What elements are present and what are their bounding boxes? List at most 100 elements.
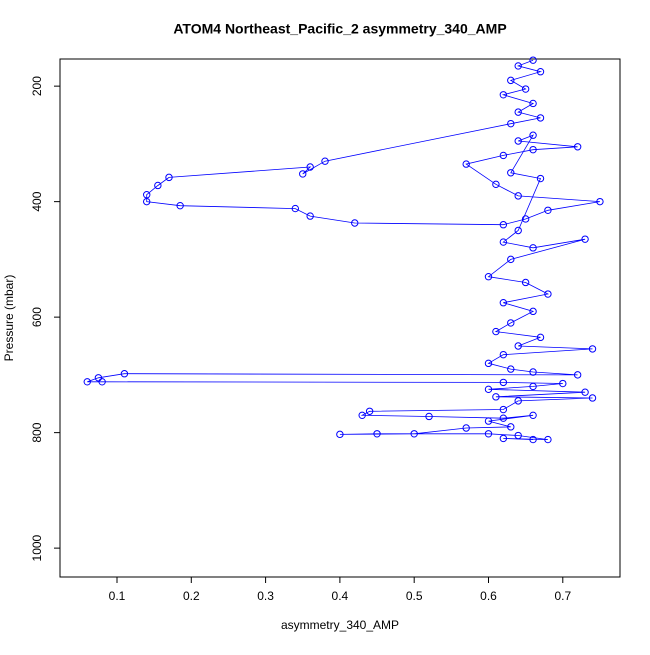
data-point: [596, 197, 604, 206]
y-tick-label: 800: [30, 422, 44, 442]
data-point: [514, 192, 522, 200]
data-point: [573, 143, 582, 151]
y-tick-label: 1000: [30, 534, 44, 561]
data-point: [98, 378, 106, 386]
data-point: [521, 278, 530, 287]
data-point: [165, 173, 173, 182]
data-point: [529, 435, 537, 444]
data-point: [529, 244, 537, 252]
data-point: [299, 170, 307, 178]
data-point: [492, 327, 500, 336]
data-point: [484, 273, 493, 281]
data-point: [143, 197, 151, 206]
x-tick-label: 0.6: [480, 589, 497, 603]
data-point: [351, 219, 359, 227]
x-tick-label: 0.7: [554, 589, 571, 603]
data-point: [521, 215, 530, 223]
data-point: [507, 169, 515, 177]
data-point: [514, 108, 522, 116]
data-point: [507, 365, 515, 373]
data-point: [484, 417, 493, 425]
data-point: [120, 370, 129, 378]
data-point: [425, 412, 433, 421]
data-point: [306, 163, 314, 171]
data-point: [484, 359, 493, 368]
data-point: [484, 385, 493, 394]
data-point: [529, 382, 537, 391]
y-axis-label: Pressure (mbar): [2, 275, 16, 362]
data-point: [462, 160, 470, 168]
x-axis-label: asymmetry_340_AMP: [281, 618, 399, 632]
data-point: [499, 405, 508, 414]
data-point: [306, 212, 314, 220]
data-point: [529, 99, 537, 108]
data-point: [94, 374, 103, 382]
data-point: [588, 394, 597, 402]
data-point: [499, 414, 508, 422]
data-point: [499, 298, 508, 307]
data-point: [529, 368, 537, 376]
data-point: [499, 238, 508, 246]
x-tick-label: 0.4: [332, 589, 349, 603]
data-line: [87, 59, 600, 440]
x-tick-label: 0.3: [257, 589, 274, 603]
data-point: [514, 342, 522, 350]
data-point: [143, 191, 151, 199]
data-point: [529, 411, 537, 420]
data-point: [492, 393, 500, 401]
data-point: [514, 397, 522, 405]
data-point: [529, 56, 537, 64]
x-tick-label: 0.5: [406, 589, 423, 603]
data-point: [176, 201, 184, 210]
y-tick-label: 200: [30, 76, 44, 96]
data-point: [514, 137, 522, 145]
data-point: [514, 62, 522, 70]
data-point: [573, 371, 582, 379]
data-point: [484, 430, 493, 438]
data-point: [321, 157, 329, 165]
data-point: [336, 430, 344, 439]
data-point: [83, 378, 91, 386]
data-point: [529, 307, 537, 316]
data-point: [536, 174, 545, 183]
data-point: [588, 345, 597, 353]
data-point: [373, 430, 381, 438]
data-point: [462, 424, 470, 432]
data-point: [358, 411, 366, 420]
data-point: [410, 430, 418, 438]
data-point: [499, 350, 508, 359]
data-point: [507, 255, 515, 264]
data-point: [581, 388, 589, 396]
data-point: [291, 204, 300, 213]
data-point: [544, 290, 552, 298]
data-point: [507, 423, 515, 431]
data-point: [536, 333, 545, 342]
data-point: [544, 435, 552, 444]
data-point: [536, 68, 545, 76]
data-point: [499, 434, 508, 443]
data-point: [521, 85, 530, 93]
data-point: [492, 180, 500, 189]
data-point: [514, 226, 522, 235]
data-point: [536, 114, 545, 122]
x-tick-label: 0.1: [109, 589, 126, 603]
y-tick-label: 400: [30, 191, 44, 211]
data-point: [507, 119, 515, 128]
data-point: [499, 151, 508, 160]
data-point: [529, 131, 537, 139]
data-point: [559, 379, 567, 388]
data-point: [499, 378, 508, 387]
data-point: [529, 145, 537, 154]
data-point: [499, 221, 508, 229]
data-point: [499, 91, 508, 99]
data-point: [507, 319, 515, 327]
chart-title: ATOM4 Northeast_Pacific_2 asymmetry_340_…: [173, 21, 506, 37]
x-tick-label: 0.2: [183, 589, 200, 603]
data-point: [365, 407, 374, 415]
data-point: [544, 206, 552, 214]
y-tick-label: 600: [30, 307, 44, 327]
data-point: [514, 431, 522, 440]
data-point: [581, 235, 589, 243]
